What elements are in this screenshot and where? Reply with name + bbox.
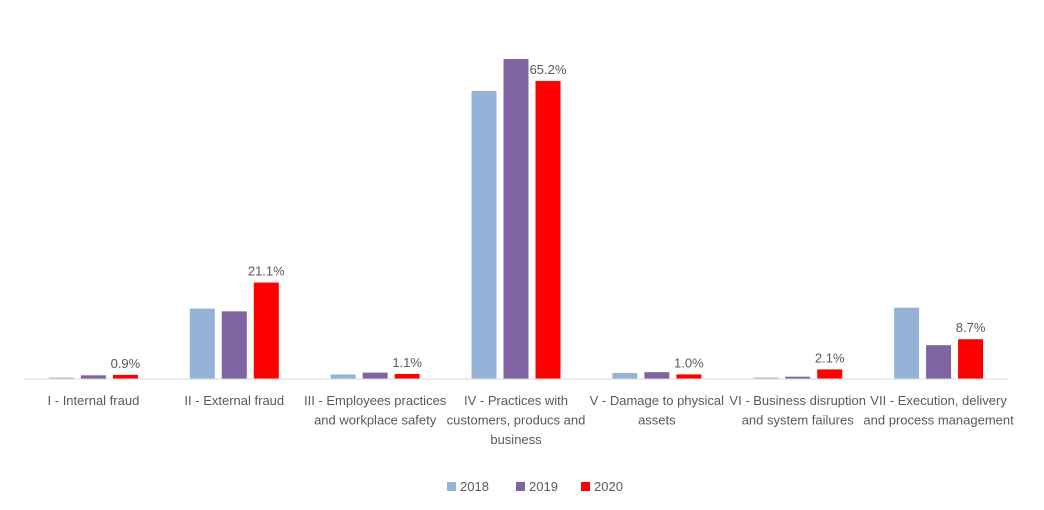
- legend-swatch-2018: [447, 482, 456, 491]
- bar-2019-cat-4: [503, 59, 529, 379]
- bar-2020-cat-2: [253, 282, 279, 379]
- bar-2020-cat-5: [676, 374, 702, 379]
- bar-2019-cat-6: [785, 376, 811, 379]
- data-label-2020-cat-6: 2.1%: [815, 350, 845, 365]
- data-label-2020-cat-3: 1.1%: [392, 355, 422, 370]
- legend-swatch-2020: [581, 482, 590, 491]
- bar-2018-cat-3: [330, 374, 356, 379]
- x-tick-label-cat-4-line-3: business: [490, 432, 542, 447]
- bar-2020-cat-7: [958, 339, 984, 379]
- data-label-2020-cat-5: 1.0%: [674, 355, 704, 370]
- x-tick-label-cat-4-line-2: customers, producs and: [447, 413, 586, 428]
- bar-2019-cat-5: [644, 372, 670, 379]
- bar-2019-cat-2: [221, 311, 247, 379]
- legend: 2018 2019 2020: [447, 479, 623, 494]
- x-tick-label-cat-5-line-2: assets: [638, 413, 676, 428]
- bar-2019-cat-3: [362, 372, 388, 379]
- x-tick-label-cat-5-line-1: V - Damage to physical: [590, 393, 725, 408]
- x-tick-label-cat-4-line-1: IV - Practices with: [464, 393, 568, 408]
- bar-2018-cat-4: [471, 91, 497, 379]
- x-tick-label-cat-7-line-1: VII - Execution, delivery: [870, 393, 1007, 408]
- legend-swatch-2019: [516, 482, 525, 491]
- bar-2019-cat-1: [80, 375, 106, 379]
- bar-2018-cat-6: [753, 377, 779, 379]
- x-tick-label-cat-7-line-2: and process management: [863, 413, 1014, 428]
- x-tick-label-cat-2-line-1: II - External fraud: [184, 393, 284, 408]
- x-tick-label-cat-6-line-1: VI - Business disruption: [729, 393, 866, 408]
- bar-2018-cat-5: [612, 373, 638, 379]
- bar-2018-cat-1: [48, 377, 74, 379]
- legend-label-2018: 2018: [460, 479, 489, 494]
- data-label-2020-cat-2: 21.1%: [248, 264, 285, 279]
- bar-2020-cat-4: [535, 80, 561, 379]
- data-label-2020-cat-1: 0.9%: [111, 356, 141, 371]
- bar-2020-cat-6: [817, 369, 843, 379]
- data-label-2020-cat-7: 8.7%: [956, 320, 986, 335]
- legend-label-2019: 2019: [529, 479, 558, 494]
- x-tick-label-cat-1-line-1: I - Internal fraud: [48, 393, 140, 408]
- bar-2018-cat-7: [894, 307, 920, 379]
- data-labels-group: 0.9% 21.1% 1.1% 65.2% 1.0% 2.1% 8.7%: [111, 62, 986, 371]
- bar-2018-cat-2: [189, 308, 215, 379]
- bar-2020-cat-3: [394, 373, 420, 379]
- bar-2019-cat-7: [926, 345, 952, 379]
- x-tick-label-cat-3-line-2: and workplace safety: [314, 413, 437, 428]
- x-tick-labels-group: I - Internal fraud II - External fraud III…: [48, 393, 1015, 447]
- legend-label-2020: 2020: [594, 479, 623, 494]
- bars-group: [48, 59, 984, 379]
- bar-2020-cat-1: [112, 374, 138, 379]
- x-tick-label-cat-3-line-1: III - Employees practices: [304, 393, 447, 408]
- x-tick-label-cat-6-line-2: and system failures: [742, 413, 854, 428]
- data-label-2020-cat-4: 65.2%: [530, 62, 567, 77]
